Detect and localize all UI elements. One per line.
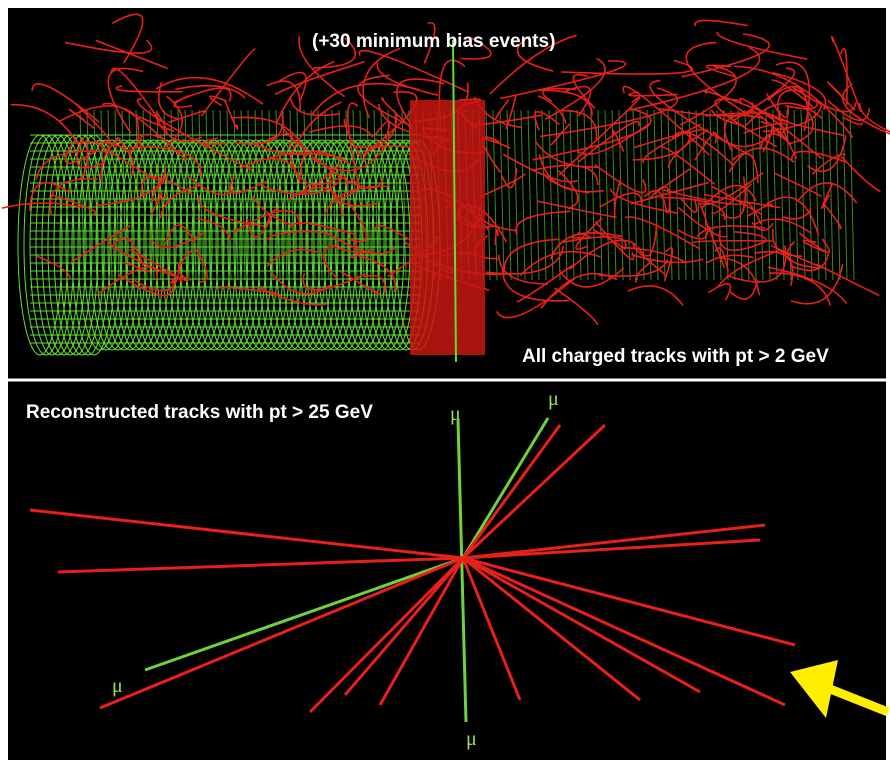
- page: {"top_panel": {"annotation": "(+30 minim…: [0, 0, 890, 765]
- event-display: (+30 minimum bias events) All charged tr…: [0, 0, 890, 765]
- central-block: [410, 100, 485, 355]
- caption: Reconstructed tracks with pt > 25 GeV: [26, 402, 373, 423]
- annotation: (+30 minimum bias events): [312, 31, 555, 52]
- caption: All charged tracks with pt > 2 GeV: [522, 346, 829, 367]
- muon-label: μ: [450, 403, 461, 425]
- muon-label: μ: [112, 675, 123, 697]
- muon-label: μ: [466, 728, 477, 750]
- muon-label: μ: [548, 388, 559, 410]
